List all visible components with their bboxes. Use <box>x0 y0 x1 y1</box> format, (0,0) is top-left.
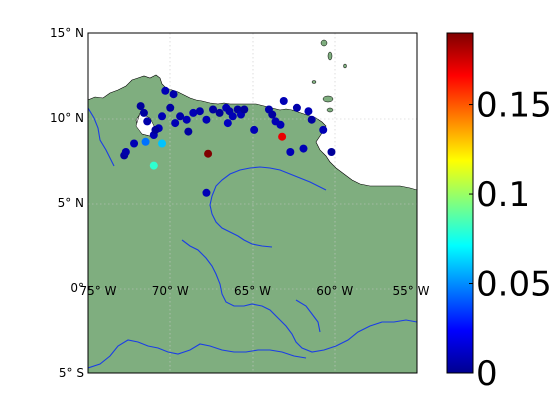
data-point <box>182 115 191 124</box>
longitude-labels: 75° W 70° W 65° W 60° W 55° W <box>80 284 430 298</box>
colorbar <box>446 32 474 374</box>
data-point <box>307 115 316 124</box>
colorbar-tick-label: 0.05 <box>476 265 552 305</box>
data-point <box>189 108 198 117</box>
data-point <box>279 97 288 105</box>
data-point <box>195 107 204 116</box>
data-point <box>143 117 152 126</box>
colorbar-tick-label: 0.1 <box>476 175 530 215</box>
data-point <box>184 127 193 136</box>
lat-label: 0° <box>70 281 84 295</box>
island <box>320 39 328 47</box>
graticule <box>88 33 417 373</box>
island <box>327 51 333 61</box>
data-point <box>202 188 211 197</box>
data-point <box>121 148 130 156</box>
data-point <box>149 161 158 170</box>
latitude-labels: 15° N 10° N 5° N 0° 5° S <box>50 26 84 380</box>
data-point <box>250 125 259 134</box>
data-point <box>299 144 308 153</box>
data-point <box>176 112 185 121</box>
lon-label: 65° W <box>234 284 271 298</box>
data-point <box>278 132 287 141</box>
data-point <box>166 103 175 112</box>
data-point <box>136 102 145 111</box>
rivers <box>88 107 417 369</box>
data-point <box>209 105 218 114</box>
data-point <box>169 90 178 99</box>
data-point <box>204 149 213 158</box>
data-point <box>319 125 328 134</box>
data-point <box>158 112 167 121</box>
lat-label: 10° N <box>50 111 84 125</box>
island <box>343 63 347 69</box>
data-point <box>286 148 295 156</box>
data-point <box>141 137 150 146</box>
data-point <box>228 112 237 121</box>
lon-label: 75° W <box>80 284 117 298</box>
data-point <box>161 86 170 95</box>
island-trinidad <box>322 95 334 103</box>
data-point <box>139 108 148 117</box>
data-point <box>240 105 249 114</box>
colorbar-ticks: 0 0.05 0.1 0.15 <box>469 86 552 394</box>
lat-label: 5° S <box>59 366 84 380</box>
map-frame <box>87 32 418 374</box>
lon-label: 55° W <box>393 284 430 298</box>
data-point <box>171 119 180 128</box>
island <box>326 107 334 113</box>
lon-label: 70° W <box>152 284 189 298</box>
data-point <box>215 108 224 117</box>
colorbar-tick-label: 0.15 <box>476 86 552 126</box>
data-point <box>223 119 232 128</box>
lon-label: 60° W <box>316 284 353 298</box>
data-point <box>130 139 139 148</box>
station-points <box>120 86 336 197</box>
data-point <box>202 115 211 124</box>
colorbar-tick-label: 0 <box>476 354 498 394</box>
lat-label: 15° N <box>50 26 84 40</box>
island <box>311 80 317 84</box>
data-point <box>268 110 277 119</box>
lat-label: 5° N <box>58 196 84 210</box>
data-point <box>151 125 160 134</box>
data-point <box>276 120 285 129</box>
data-point <box>327 148 336 156</box>
data-point <box>304 107 313 116</box>
data-point <box>158 139 167 148</box>
data-point <box>292 103 301 112</box>
